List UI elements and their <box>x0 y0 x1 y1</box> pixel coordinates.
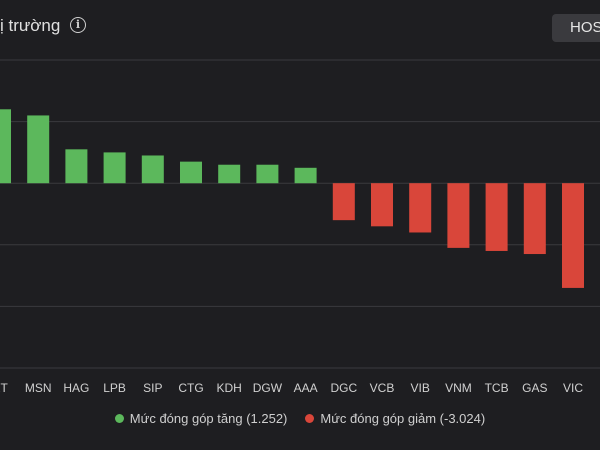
tick-label-vnm: VNM <box>445 381 472 395</box>
tick-label-vcb: VCB <box>370 381 395 395</box>
bar-aaa[interactable] <box>294 167 317 184</box>
tick-label-sip: SIP <box>143 381 162 395</box>
tick-label-hag: HAG <box>63 381 89 395</box>
legend-dot-negative <box>305 413 315 423</box>
legend-label-negative: Mức đóng góp giảm (-3.024) <box>320 410 486 426</box>
chart-header: ị trường i HOS <box>0 0 600 50</box>
tick-label-dgc: DGC <box>330 381 357 395</box>
bar-gas[interactable] <box>523 183 546 255</box>
bar-hag[interactable] <box>65 149 88 184</box>
tick-label-msn: MSN <box>25 381 52 395</box>
tick-label-lpb: LPB <box>103 381 126 395</box>
tick-label-vic: VIC <box>563 381 583 395</box>
tick-label-tcb: TCB <box>485 381 509 395</box>
bar-dgw[interactable] <box>256 164 279 184</box>
tick-label-kdh: KDH <box>217 381 242 395</box>
tick-label-dgw: DGW <box>253 381 283 395</box>
bar-ctg[interactable] <box>180 161 202 184</box>
bar-vic[interactable] <box>562 183 584 288</box>
info-icon[interactable]: i <box>70 17 86 33</box>
bar-vcb[interactable] <box>371 183 393 227</box>
tick-label-vib: VIB <box>411 381 430 395</box>
bar-sip[interactable] <box>141 155 164 184</box>
bar-vnm[interactable] <box>447 183 470 248</box>
bar-lpb[interactable] <box>103 152 126 184</box>
legend-item-positive[interactable]: Mức đóng góp tăng (1.252) <box>114 410 288 426</box>
bar-vib[interactable] <box>409 183 432 233</box>
bar-rt[interactable] <box>0 109 11 184</box>
chart-title: ị trường <box>0 16 61 35</box>
bar-tcb[interactable] <box>485 183 508 251</box>
chart-legend: Mức đóng góp tăng (1.252) Mức đóng góp g… <box>0 408 600 428</box>
tick-label-aaa: AAA <box>294 381 318 395</box>
bar-msn[interactable] <box>27 115 50 184</box>
tick-label-ctg: CTG <box>178 381 203 395</box>
legend-label-positive: Mức đóng góp tăng (1.252) <box>129 410 288 426</box>
bar-kdh[interactable] <box>218 164 241 184</box>
bar-dgc[interactable] <box>332 183 355 221</box>
tick-label-gas: GAS <box>522 381 547 395</box>
tick-label-rt: RT <box>0 381 9 395</box>
exchange-select-button[interactable]: HOS <box>552 14 600 42</box>
legend-item-negative[interactable]: Mức đóng góp giảm (-3.024) <box>305 411 485 426</box>
legend-dot-positive <box>114 413 124 423</box>
